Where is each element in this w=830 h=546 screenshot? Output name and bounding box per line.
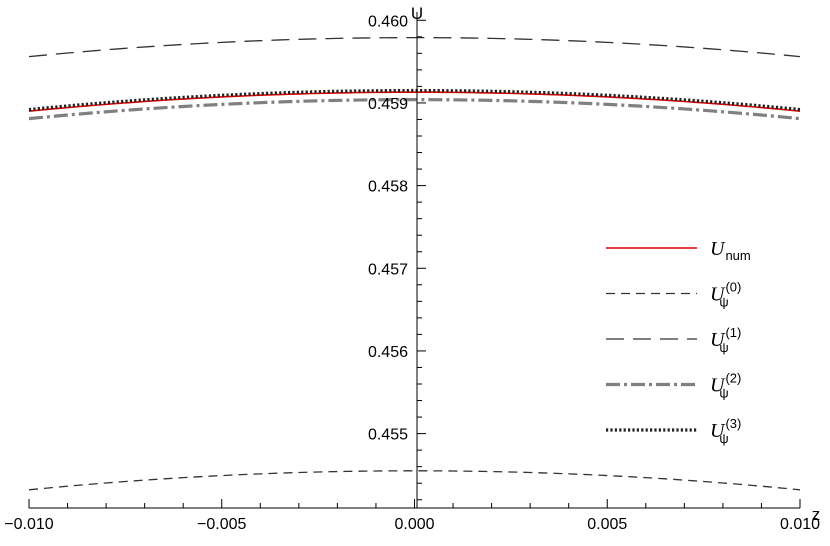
series-line-4	[28, 88, 801, 112]
legend-label-1: U(0) ψ	[710, 280, 741, 310]
y-tick-label: 0.456	[368, 344, 408, 361]
x-tick-label: −0.005	[197, 516, 246, 533]
y-axis-title: U	[411, 4, 423, 23]
y-tick-label: 0.459	[368, 96, 408, 113]
y-tick-label: 0.457	[368, 261, 408, 278]
legend-label-4: U(3) ψ	[710, 416, 741, 446]
y-tick-label: 0.460	[368, 13, 408, 30]
x-tick-label: 0.010	[780, 516, 820, 533]
y-tick-label: 0.455	[368, 427, 408, 444]
x-axis-title: z	[812, 505, 821, 524]
legend-label-3: U(2) ψ	[710, 371, 741, 401]
x-tick-label: −0.010	[4, 516, 53, 533]
series-line-0	[28, 91, 801, 112]
curves-layer	[28, 36, 801, 491]
y-tick-label: 0.458	[368, 179, 408, 196]
x-tick-label: 0.000	[394, 516, 434, 533]
series-line-1	[28, 470, 801, 491]
series-line-2	[28, 36, 801, 58]
axes-layer: −0.010 −0.005 0.000 0.005 0.010 0.455 0.456 0.4…	[4, 4, 820, 533]
legend-label-0: Unum	[710, 238, 751, 263]
legend-label-2: U(1) ψ	[710, 325, 741, 355]
series-line-3	[28, 98, 801, 121]
x-tick-label: 0.005	[587, 516, 627, 533]
legend: Unum U(0) ψ U(1) ψ U(2) ψ U(3) ψ	[606, 238, 751, 446]
